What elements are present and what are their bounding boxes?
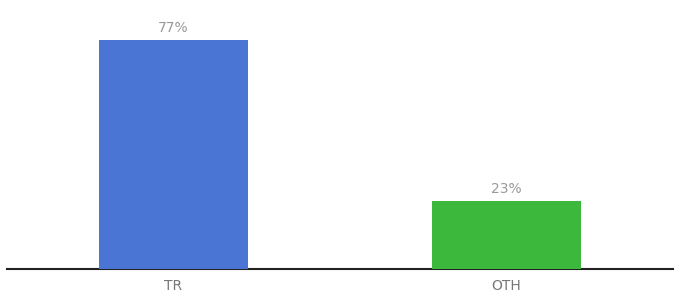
Bar <box>99 40 248 269</box>
Text: 77%: 77% <box>158 21 189 35</box>
Text: 23%: 23% <box>491 182 522 196</box>
Bar <box>432 201 581 269</box>
